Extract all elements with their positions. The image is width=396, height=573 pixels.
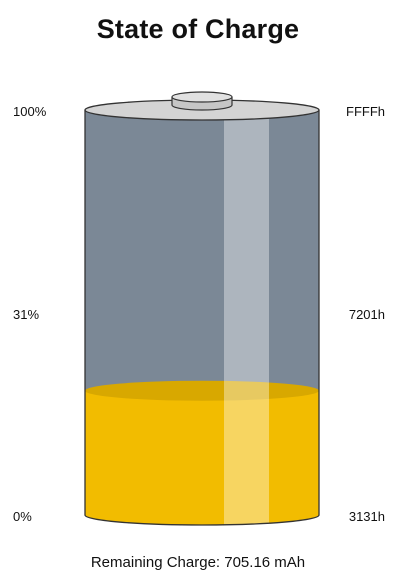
scale-right-top: FFFFh: [346, 104, 385, 119]
scale-left-top: 100%: [13, 104, 47, 119]
scale-left-middle: 31%: [13, 307, 40, 322]
scale-right-bottom: 3131h: [348, 509, 385, 524]
battery-glare: [224, 112, 269, 525]
battery-terminal-top: [171, 91, 233, 103]
scale-right-middle: 7201h: [348, 307, 385, 322]
scale-left-bottom: 0%: [13, 509, 32, 524]
remaining-charge: Remaining Charge: 705.16 mAh: [90, 554, 306, 571]
chart-title: State of Charge: [96, 14, 300, 44]
charge-fill: [85, 390, 319, 525]
battery-outline: [84, 110, 320, 526]
charge-fill-surface: [85, 380, 319, 401]
